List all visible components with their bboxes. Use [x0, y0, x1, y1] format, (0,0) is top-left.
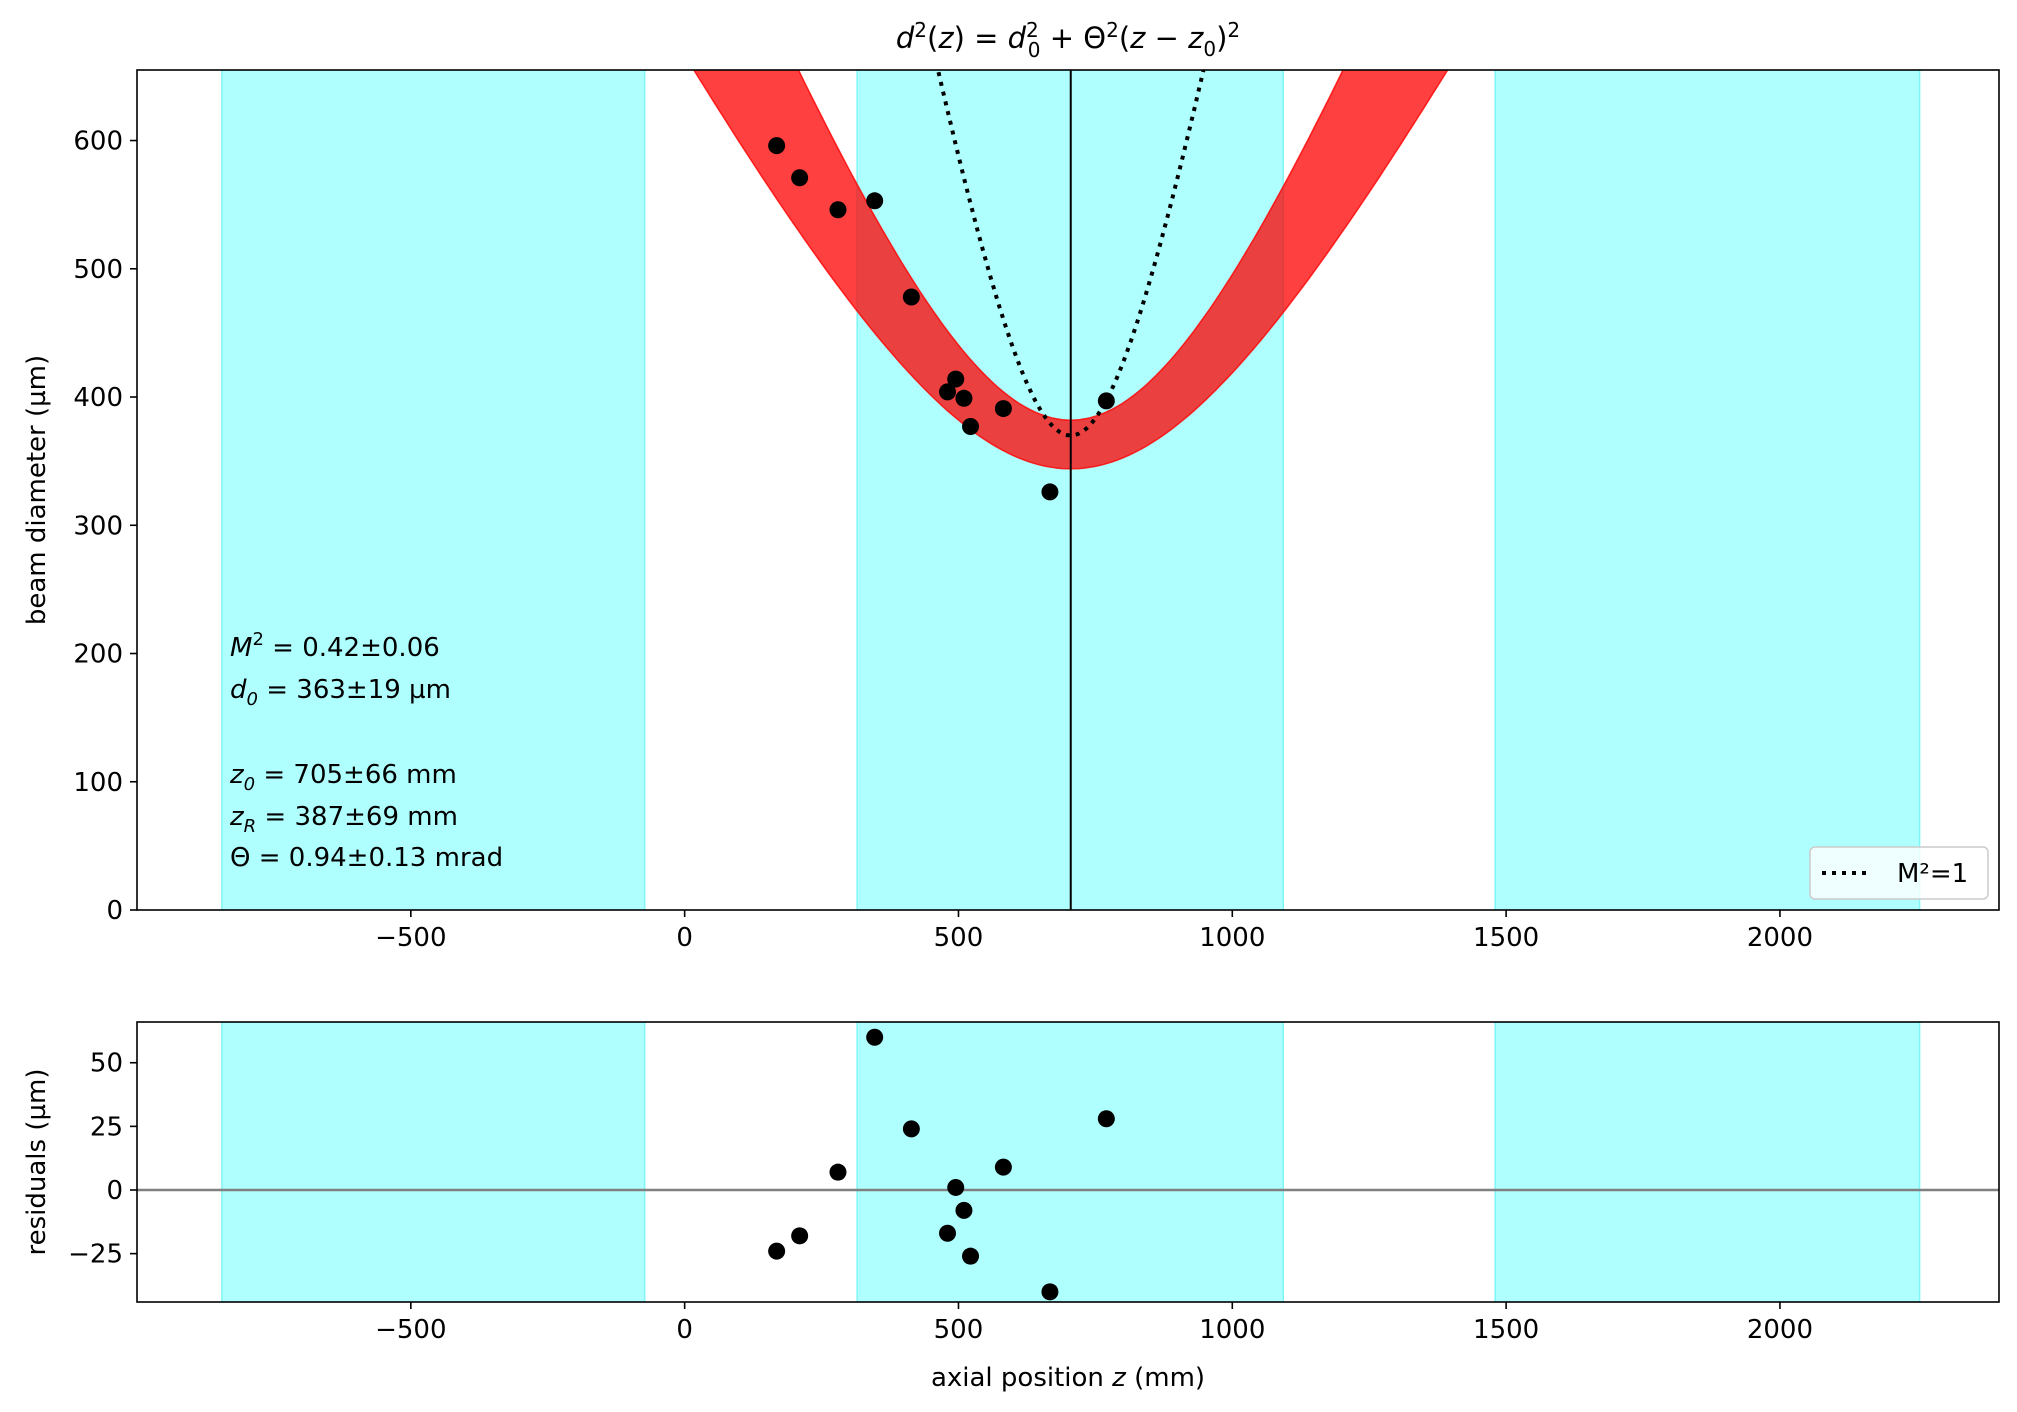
- residual-point: [1097, 1110, 1115, 1128]
- residuals-plot-frame: [136, 1021, 2000, 1303]
- main-y-tick-label: 600: [73, 127, 123, 157]
- residuals-x-tick-label: −500: [375, 1315, 446, 1345]
- residuals-plot: −500 0 500 1000 1500 2000 −25 0 25 50 axial posi…: [22, 1021, 2000, 1393]
- fit-uncertainty-band: [692, 70, 1449, 470]
- fit-statistic-line: zR = 387±69 mm: [229, 802, 458, 837]
- residual-point: [939, 1224, 957, 1242]
- main-x-tick-label: 1000: [1199, 923, 1265, 953]
- residuals-shaded-region: [1494, 1022, 1921, 1302]
- residuals-y-tick-label: −25: [68, 1240, 123, 1270]
- main-shaded-region: [221, 70, 646, 910]
- data-point: [955, 389, 973, 407]
- main-y-tick-label: 200: [73, 640, 123, 670]
- residuals-y-axis-label: residuals (µm): [22, 1069, 52, 1256]
- main-x-tick-label: 2000: [1747, 923, 1813, 953]
- fit-statistic-line: M2 = 0.42±0.06: [230, 629, 440, 663]
- fit-statistic-line: d0 = 363±19 µm: [230, 675, 451, 710]
- fit-statistic-line: z0 = 705±66 mm: [229, 760, 457, 795]
- main-x-tick-label: 1500: [1473, 923, 1539, 953]
- main-x-tick-label: 0: [676, 923, 693, 953]
- main-y-tick-label: 300: [73, 511, 123, 541]
- chart-title: d2(z) = d2 0 + Θ2(z − z0)2: [896, 18, 1240, 62]
- residual-point: [902, 1120, 920, 1138]
- beam-diameter-plot: −500 0 500 1000 1500 2000 0 100 200 300 400 500 600…: [22, 18, 2000, 953]
- residuals-x-tick-label: 0: [676, 1315, 693, 1345]
- data-point: [791, 169, 809, 187]
- data-point: [768, 137, 786, 155]
- data-point: [1041, 483, 1059, 501]
- data-point: [962, 418, 980, 436]
- residual-point: [768, 1242, 786, 1260]
- residuals-x-tick-label: 1500: [1473, 1315, 1539, 1345]
- data-point: [1097, 392, 1115, 410]
- residuals-y-tick-label: 0: [106, 1176, 123, 1206]
- main-y-tick-label: 400: [73, 383, 123, 413]
- residual-point: [791, 1227, 809, 1245]
- data-point: [829, 201, 847, 219]
- residuals-y-tick-label: 50: [90, 1049, 123, 1079]
- data-point: [866, 192, 884, 210]
- reference-curve-m2-1: [935, 70, 1206, 438]
- residual-point: [955, 1201, 973, 1219]
- residuals-y-tick-label: 25: [90, 1112, 123, 1142]
- main-x-tick-label: −500: [375, 923, 446, 953]
- data-point: [939, 383, 957, 401]
- main-x-tick-label: 500: [934, 923, 984, 953]
- legend-box: [1809, 846, 1989, 900]
- residual-point: [1041, 1283, 1059, 1301]
- fit-statistics: M2 = 0.42±0.06 d0 = 363±19 µm z0 = 705±66 …: [229, 629, 503, 873]
- data-point: [902, 288, 920, 306]
- y-axis-label: beam diameter (µm): [22, 355, 52, 625]
- x-axis-label: axial position z (mm): [931, 1363, 1205, 1393]
- residuals-shaded-region: [856, 1022, 1284, 1302]
- main-y-tick-label: 100: [73, 768, 123, 798]
- main-y-tick-label: 0: [106, 896, 123, 926]
- residuals-shaded-region: [221, 1022, 646, 1302]
- residuals-x-tick-label: 1000: [1199, 1315, 1265, 1345]
- residual-point: [994, 1158, 1012, 1176]
- main-y-tick-label: 500: [73, 255, 123, 285]
- residual-point: [962, 1247, 980, 1265]
- legend: M²=1: [1809, 846, 1989, 900]
- residuals-x-tick-label: 500: [934, 1315, 984, 1345]
- residual-point: [829, 1163, 847, 1181]
- main-shaded-region: [1494, 70, 1921, 910]
- main-plot-frame: [136, 69, 2000, 911]
- data-point: [947, 370, 965, 388]
- residual-point: [947, 1178, 965, 1196]
- data-point: [994, 400, 1012, 418]
- residual-point: [866, 1028, 884, 1046]
- legend-label: M²=1: [1897, 859, 1968, 889]
- residuals-x-tick-label: 2000: [1747, 1315, 1813, 1345]
- fit-statistic-line: Θ = 0.94±0.13 mrad: [230, 843, 503, 873]
